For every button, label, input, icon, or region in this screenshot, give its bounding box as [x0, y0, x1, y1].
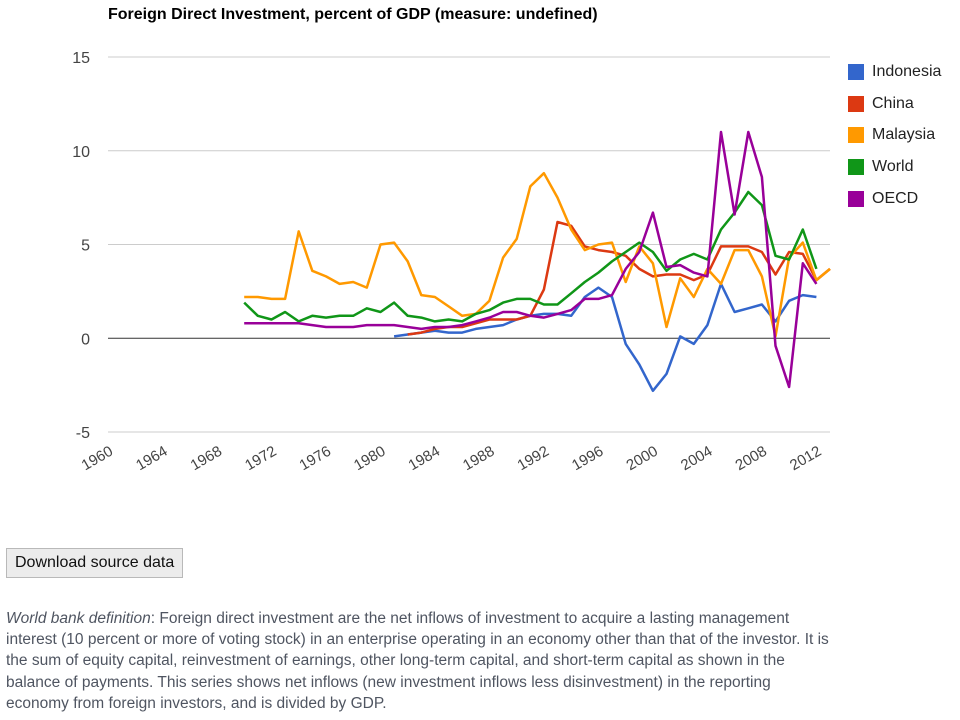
x-tick-label: 2008 [732, 443, 769, 474]
definition-term: World bank definition [6, 610, 151, 627]
series-line-china [407, 220, 831, 336]
x-tick-label: 1996 [569, 443, 606, 474]
download-source-data-button[interactable]: Download source data [6, 548, 184, 578]
x-tick-label: 1972 [242, 443, 279, 474]
x-tick-label: 1984 [406, 443, 443, 474]
gridlines [108, 56, 830, 433]
definition-text: World bank definition: Foreign direct in… [6, 608, 836, 714]
chart-plot: 15 10 5 0 -5 1960 1964 1968 1972 1976 1980 1984 198… [72, 50, 831, 474]
legend-label: China [872, 94, 914, 112]
legend-item-china[interactable]: China [848, 88, 941, 120]
y-tick-label: 5 [81, 238, 90, 255]
legend-item-oecd[interactable]: OECD [848, 183, 941, 215]
x-tick-label: 1968 [188, 443, 225, 474]
series-line-world [243, 190, 818, 323]
legend-item-malaysia[interactable]: Malaysia [848, 120, 941, 152]
legend-label: OECD [872, 190, 919, 208]
series-line-oecd [244, 130, 818, 389]
y-tick-label: 0 [81, 331, 90, 348]
x-tick-label: 1964 [133, 443, 170, 474]
x-axis: 1960 1964 1968 1972 1976 1980 1984 1988 1992 1996… [79, 443, 825, 474]
y-tick-label: 15 [72, 50, 90, 67]
chart-legend: Indonesia China Malaysia World OECD [848, 56, 941, 215]
legend-item-world[interactable]: World [848, 151, 941, 183]
y-tick-label: -5 [76, 425, 90, 442]
definition-body: : Foreign direct investment are the net … [6, 610, 829, 712]
y-axis: 15 10 5 0 -5 [72, 50, 90, 442]
legend-swatch [848, 127, 864, 144]
x-tick-label: 1960 [79, 443, 116, 474]
x-tick-label: 2004 [678, 443, 715, 474]
series-line-indonesia [393, 282, 817, 393]
legend-label: World [872, 158, 914, 176]
x-tick-label: 1992 [515, 443, 552, 474]
y-tick-label: 10 [72, 144, 90, 161]
series-line-malaysia [244, 171, 831, 338]
legend-swatch [848, 95, 864, 112]
legend-swatch [848, 159, 864, 176]
legend-label: Malaysia [872, 126, 936, 144]
x-tick-label: 2012 [787, 443, 824, 474]
legend-swatch [848, 63, 864, 80]
legend-swatch [848, 191, 864, 208]
series-lines [243, 130, 831, 393]
x-tick-label: 2000 [624, 443, 661, 474]
x-tick-label: 1980 [351, 443, 388, 474]
legend-label: Indonesia [872, 62, 942, 80]
x-tick-label: 1988 [460, 443, 497, 474]
x-tick-label: 1976 [297, 443, 334, 474]
legend-item-indonesia[interactable]: Indonesia [848, 56, 941, 88]
chart-title: Foreign Direct Investment, percent of GD… [108, 6, 598, 23]
